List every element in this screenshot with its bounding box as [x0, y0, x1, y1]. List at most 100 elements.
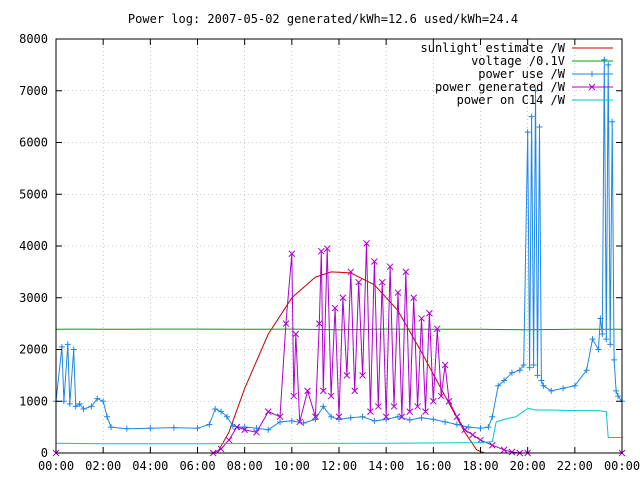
- data-point-marker: [406, 416, 413, 423]
- data-point-marker: [253, 428, 260, 436]
- legend-item: sunlight estimate /W: [421, 41, 613, 55]
- data-point-marker: [430, 416, 437, 423]
- y-tick-label: 4000: [19, 239, 48, 253]
- data-point-marker: [599, 330, 606, 337]
- data-point-marker: [304, 387, 311, 395]
- data-point-marker: [100, 398, 107, 405]
- x-tick-label: 16:00: [415, 459, 451, 473]
- legend-item: power use /W: [478, 67, 613, 81]
- data-point-marker: [390, 403, 398, 410]
- data-point-marker: [414, 403, 421, 410]
- data-point-marker: [80, 406, 87, 413]
- data-point-marker: [571, 382, 578, 389]
- y-tick-label: 2000: [19, 343, 48, 357]
- data-point-marker: [58, 343, 65, 350]
- data-point-marker: [288, 417, 295, 424]
- data-point-marker: [437, 392, 445, 400]
- data-point-marker: [339, 294, 347, 302]
- data-point-marker: [331, 304, 339, 312]
- data-point-marker: [378, 278, 386, 286]
- data-point-marker: [433, 325, 441, 333]
- data-point-marker: [225, 436, 233, 444]
- data-point-marker: [265, 426, 272, 433]
- y-tick-label: 8000: [19, 32, 48, 46]
- data-point-marker: [233, 423, 241, 431]
- data-point-marker: [327, 392, 335, 400]
- data-point-marker: [597, 315, 604, 322]
- x-tick-label: 14:00: [368, 459, 404, 473]
- y-tick-label: 3000: [19, 291, 48, 305]
- data-point-marker: [418, 414, 425, 421]
- legend-item: voltage /0.1V: [471, 54, 613, 68]
- data-point-marker: [300, 419, 307, 426]
- x-axis: 00:00 02:00 04:00 06:00 08:00 10:00 12:00 14:00…: [38, 39, 640, 473]
- data-point-marker: [194, 425, 201, 432]
- data-point-marker: [292, 330, 300, 338]
- data-point-marker: [488, 441, 496, 449]
- legend-label: sunlight estimate /W: [421, 41, 566, 55]
- data-point-marker: [548, 387, 555, 394]
- data-point-marker: [72, 403, 79, 410]
- data-point-marker: [441, 361, 449, 369]
- data-point-marker: [402, 268, 410, 276]
- legend-label: power generated /W: [435, 80, 566, 94]
- data-point-marker: [605, 61, 612, 68]
- data-point-marker: [442, 418, 449, 425]
- data-point-marker: [319, 387, 327, 395]
- data-point-marker: [603, 336, 610, 343]
- data-point-marker: [386, 263, 394, 271]
- data-point-marker: [607, 341, 614, 348]
- data-point-marker: [382, 413, 390, 421]
- data-point-marker: [394, 289, 402, 296]
- series-2: [53, 56, 625, 433]
- data-point-marker: [355, 278, 363, 286]
- data-point-marker: [312, 413, 319, 421]
- data-point-marker: [218, 408, 225, 415]
- data-point-marker: [426, 309, 433, 317]
- data-point-marker: [422, 408, 429, 415]
- data-point-marker: [94, 395, 101, 402]
- data-point-marker: [516, 367, 523, 374]
- data-point-marker: [88, 403, 95, 410]
- data-point-marker: [560, 385, 567, 392]
- data-point-marker: [613, 387, 620, 394]
- data-point-marker: [520, 362, 527, 369]
- series-line: [55, 408, 622, 445]
- data-point-marker: [465, 424, 472, 431]
- data-point-marker: [371, 417, 378, 424]
- legend-label: power use /W: [478, 67, 565, 81]
- data-point-marker: [583, 367, 590, 374]
- data-point-marker: [589, 336, 596, 343]
- data-point-marker: [367, 408, 374, 415]
- data-point-marker: [615, 393, 622, 400]
- data-point-marker: [461, 426, 469, 434]
- y-tick-label: 1000: [19, 394, 48, 408]
- x-tick-label: 18:00: [462, 459, 498, 473]
- legend-label: power on C14 /W: [457, 93, 566, 107]
- x-tick-label: 06:00: [179, 459, 215, 473]
- data-point-marker: [123, 425, 130, 432]
- data-point-marker: [508, 369, 515, 376]
- x-tick-label: 08:00: [227, 459, 263, 473]
- data-point-marker: [104, 413, 111, 420]
- data-point-marker: [363, 240, 370, 247]
- data-point-marker: [76, 400, 83, 407]
- data-point-marker: [501, 377, 508, 384]
- data-point-marker: [335, 413, 343, 421]
- y-tick-label: 7000: [19, 84, 48, 98]
- data-point-marker: [317, 247, 325, 255]
- data-point-marker: [170, 424, 177, 431]
- x-tick-label: 22:00: [557, 459, 593, 473]
- series-layer: [52, 56, 626, 457]
- data-point-marker: [536, 123, 543, 130]
- data-point-marker: [398, 413, 406, 421]
- y-tick-label: 0: [41, 446, 48, 460]
- data-point-marker: [66, 400, 73, 407]
- y-tick-label: 5000: [19, 187, 48, 201]
- legend-item: power on C14 /W: [457, 93, 613, 107]
- grid: [56, 39, 622, 453]
- data-point-marker: [526, 364, 533, 371]
- data-point-marker: [394, 413, 401, 420]
- data-point-marker: [524, 129, 531, 136]
- data-point-marker: [223, 413, 230, 420]
